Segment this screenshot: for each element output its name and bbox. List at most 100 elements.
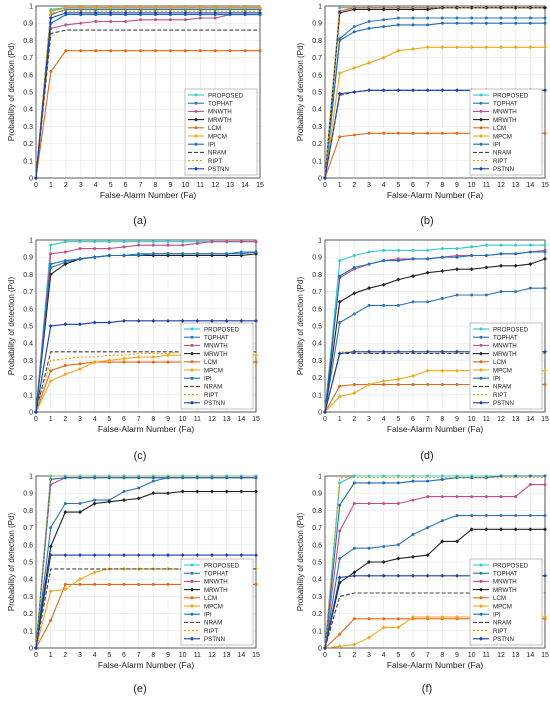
data-point [124, 49, 128, 53]
data-point [455, 615, 459, 620]
data-point [151, 360, 155, 364]
data-point [34, 646, 38, 650]
data-point [123, 5, 128, 10]
legend-marker [479, 360, 483, 364]
data-point [367, 481, 371, 485]
data-point [425, 573, 430, 578]
legend-entry: PROPOSED [204, 562, 240, 569]
data-point [48, 9, 53, 14]
data-point [151, 491, 156, 496]
x-tick-label: 15 [252, 416, 260, 423]
legend-entry: NRAM [204, 384, 222, 391]
data-point [455, 495, 459, 499]
chart-panel-2: 00.10.20.30.40.50.60.70.80.910 1 2 3 4 5 6 7 8 9 1… [296, 4, 549, 228]
series-lcm [34, 49, 262, 180]
data-point [210, 240, 214, 244]
x-tick-label: 15 [541, 652, 549, 659]
data-point [139, 49, 143, 53]
data-point [411, 554, 415, 559]
legend-entry: MPCM [493, 603, 512, 610]
x-tick-label: 10 [468, 182, 476, 189]
legend-marker [479, 327, 483, 331]
legend-entry: PSTNN [204, 636, 225, 643]
x-tick-label: 14 [237, 416, 245, 423]
data-point [48, 544, 53, 549]
data-point [93, 582, 97, 586]
data-point [484, 495, 488, 499]
data-point [79, 49, 83, 53]
data-point [396, 349, 401, 354]
legend-marker [479, 400, 483, 405]
x-tick-label: 13 [512, 182, 520, 189]
x-tick-label: 2 [352, 416, 356, 423]
legend-marker [479, 368, 483, 372]
legend-entry: IPI [204, 612, 212, 619]
data-point [225, 476, 229, 480]
series-ript [35, 10, 260, 179]
data-point [382, 131, 386, 135]
data-point [499, 243, 503, 247]
data-point [367, 7, 371, 12]
data-point [63, 10, 68, 15]
series-line [35, 8, 260, 179]
data-point [137, 476, 141, 480]
legend-marker [194, 101, 198, 105]
data-point [93, 255, 97, 259]
data-point [258, 5, 262, 10]
legend-marker [190, 343, 194, 347]
data-point [382, 25, 386, 29]
data-point [210, 489, 214, 494]
data-point [183, 18, 187, 22]
x-tick-label: 13 [512, 652, 520, 659]
data-point [367, 19, 371, 23]
legend-marker [479, 126, 483, 130]
series-pstnn [34, 318, 258, 414]
data-point [455, 88, 459, 93]
data-point [153, 18, 157, 22]
data-point [411, 300, 415, 304]
x-tick-label: 5 [107, 652, 111, 659]
data-point [137, 243, 141, 247]
series-line [324, 244, 545, 413]
data-point [109, 19, 113, 23]
legend-marker [479, 376, 483, 380]
data-point [426, 474, 430, 478]
series-line [35, 14, 260, 179]
data-point [63, 582, 67, 586]
x-tick-label: 7 [137, 652, 141, 659]
data-point [455, 16, 459, 20]
y-tick-label: 0.1 [312, 158, 322, 165]
data-point [411, 573, 415, 578]
legend-entry: TOPHAT [493, 101, 518, 108]
data-point [543, 45, 547, 50]
legend-marker [479, 142, 483, 146]
data-point [180, 553, 185, 558]
data-point [122, 582, 126, 586]
data-point [367, 635, 371, 640]
panel-caption: (a) [133, 215, 146, 227]
data-point [166, 566, 170, 571]
data-point [153, 49, 157, 53]
data-point [93, 10, 98, 15]
data-point [338, 6, 342, 10]
data-point [239, 476, 243, 480]
data-point [499, 16, 503, 20]
data-point [396, 617, 400, 621]
panel-caption: (b) [420, 215, 433, 227]
series-pstnn [34, 553, 258, 650]
data-point [411, 274, 415, 279]
series-mrwth [34, 489, 258, 650]
data-point [239, 318, 244, 323]
data-point [411, 615, 415, 620]
series-line [35, 241, 256, 413]
data-point [513, 5, 518, 10]
legend-marker [479, 343, 483, 347]
x-tick-label: 7 [139, 182, 143, 189]
data-point [48, 553, 53, 558]
data-point [122, 245, 126, 249]
data-point [352, 481, 356, 485]
data-point [352, 266, 356, 270]
data-point [455, 514, 459, 518]
x-tick-label: 11 [483, 182, 490, 189]
